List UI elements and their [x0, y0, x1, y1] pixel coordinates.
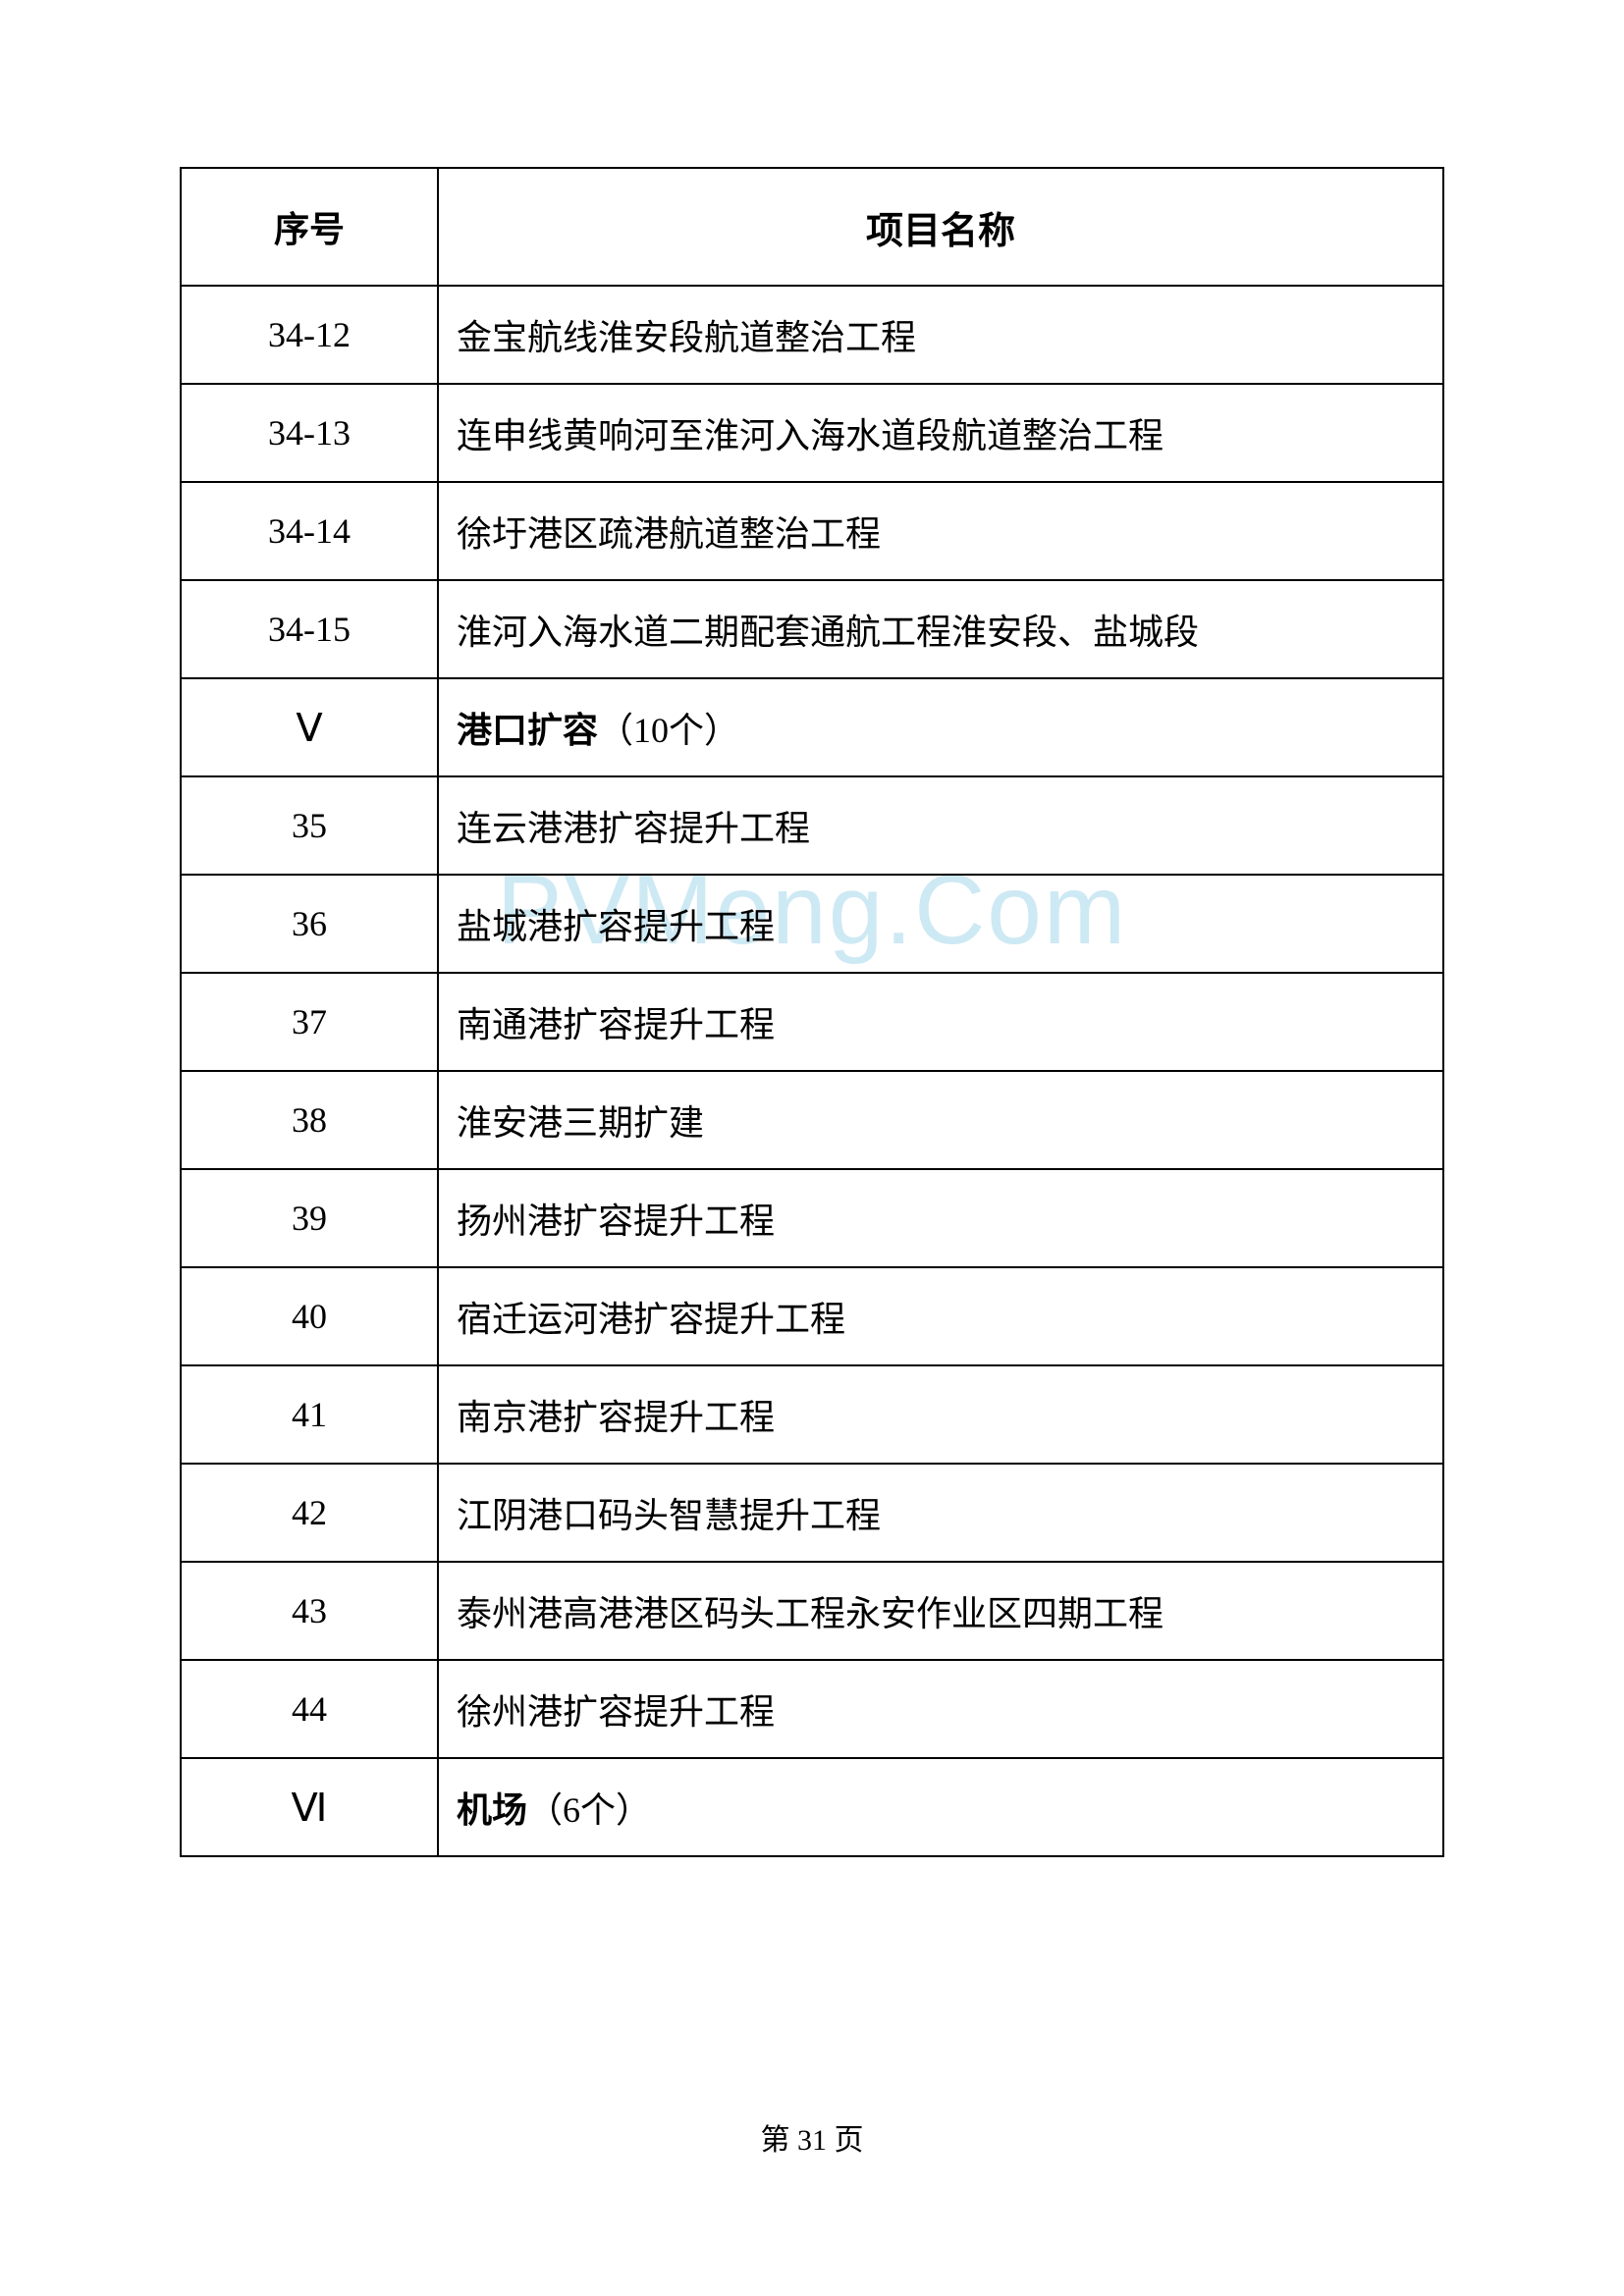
cell-name: 宿迁运河港扩容提升工程 [438, 1267, 1443, 1365]
table-row: 34-15淮河入海水道二期配套通航工程淮安段、盐城段 [181, 580, 1443, 678]
project-table: 序号 项目名称 34-12金宝航线淮安段航道整治工程34-13连申线黄响河至淮河… [180, 167, 1444, 1857]
cell-seq: Ⅴ [181, 678, 438, 776]
table-row: 44徐州港扩容提升工程 [181, 1660, 1443, 1758]
cell-name: 南通港扩容提升工程 [438, 973, 1443, 1071]
cell-seq: 34-12 [181, 286, 438, 384]
cell-seq: 35 [181, 776, 438, 875]
table-row: 39扬州港扩容提升工程 [181, 1169, 1443, 1267]
page-number: 第 31 页 [761, 2115, 864, 2159]
page-container: PVMeng.Com 序号 项目名称 34-12金宝航线淮安段航道整治工程34-… [0, 0, 1624, 2296]
cell-seq: 44 [181, 1660, 438, 1758]
table-row: 38淮安港三期扩建 [181, 1071, 1443, 1169]
cell-seq: 34-15 [181, 580, 438, 678]
table-row: 35连云港港扩容提升工程 [181, 776, 1443, 875]
cell-seq: 40 [181, 1267, 438, 1365]
table-row: 40宿迁运河港扩容提升工程 [181, 1267, 1443, 1365]
table-row: 42江阴港口码头智慧提升工程 [181, 1464, 1443, 1562]
cell-seq: 43 [181, 1562, 438, 1660]
cell-seq: 36 [181, 875, 438, 973]
table-row: 34-14徐圩港区疏港航道整治工程 [181, 482, 1443, 580]
table-row: 41南京港扩容提升工程 [181, 1365, 1443, 1464]
header-seq: 序号 [181, 168, 438, 286]
table-row: 34-13连申线黄响河至淮河入海水道段航道整治工程 [181, 384, 1443, 482]
cell-name: 连申线黄响河至淮河入海水道段航道整治工程 [438, 384, 1443, 482]
cell-seq: 41 [181, 1365, 438, 1464]
table-row: Ⅵ机场（6个） [181, 1758, 1443, 1856]
cell-name: 机场（6个） [438, 1758, 1443, 1856]
table-row: Ⅴ港口扩容（10个） [181, 678, 1443, 776]
cell-seq: 37 [181, 973, 438, 1071]
table-body: 34-12金宝航线淮安段航道整治工程34-13连申线黄响河至淮河入海水道段航道整… [181, 286, 1443, 1856]
cell-seq: 34-13 [181, 384, 438, 482]
cell-seq: 42 [181, 1464, 438, 1562]
cell-name: 盐城港扩容提升工程 [438, 875, 1443, 973]
table-row: 34-12金宝航线淮安段航道整治工程 [181, 286, 1443, 384]
cell-name: 徐州港扩容提升工程 [438, 1660, 1443, 1758]
cell-name: 泰州港高港港区码头工程永安作业区四期工程 [438, 1562, 1443, 1660]
cell-name: 港口扩容（10个） [438, 678, 1443, 776]
cell-name: 南京港扩容提升工程 [438, 1365, 1443, 1464]
cell-seq: Ⅵ [181, 1758, 438, 1856]
cell-name: 扬州港扩容提升工程 [438, 1169, 1443, 1267]
header-name: 项目名称 [438, 168, 1443, 286]
cell-name: 金宝航线淮安段航道整治工程 [438, 286, 1443, 384]
table-header-row: 序号 项目名称 [181, 168, 1443, 286]
cell-name: 连云港港扩容提升工程 [438, 776, 1443, 875]
table-row: 37南通港扩容提升工程 [181, 973, 1443, 1071]
cell-seq: 34-14 [181, 482, 438, 580]
cell-name: 江阴港口码头智慧提升工程 [438, 1464, 1443, 1562]
cell-seq: 39 [181, 1169, 438, 1267]
table-row: 43泰州港高港港区码头工程永安作业区四期工程 [181, 1562, 1443, 1660]
cell-name: 淮安港三期扩建 [438, 1071, 1443, 1169]
cell-name: 徐圩港区疏港航道整治工程 [438, 482, 1443, 580]
cell-seq: 38 [181, 1071, 438, 1169]
table-row: 36盐城港扩容提升工程 [181, 875, 1443, 973]
cell-name: 淮河入海水道二期配套通航工程淮安段、盐城段 [438, 580, 1443, 678]
